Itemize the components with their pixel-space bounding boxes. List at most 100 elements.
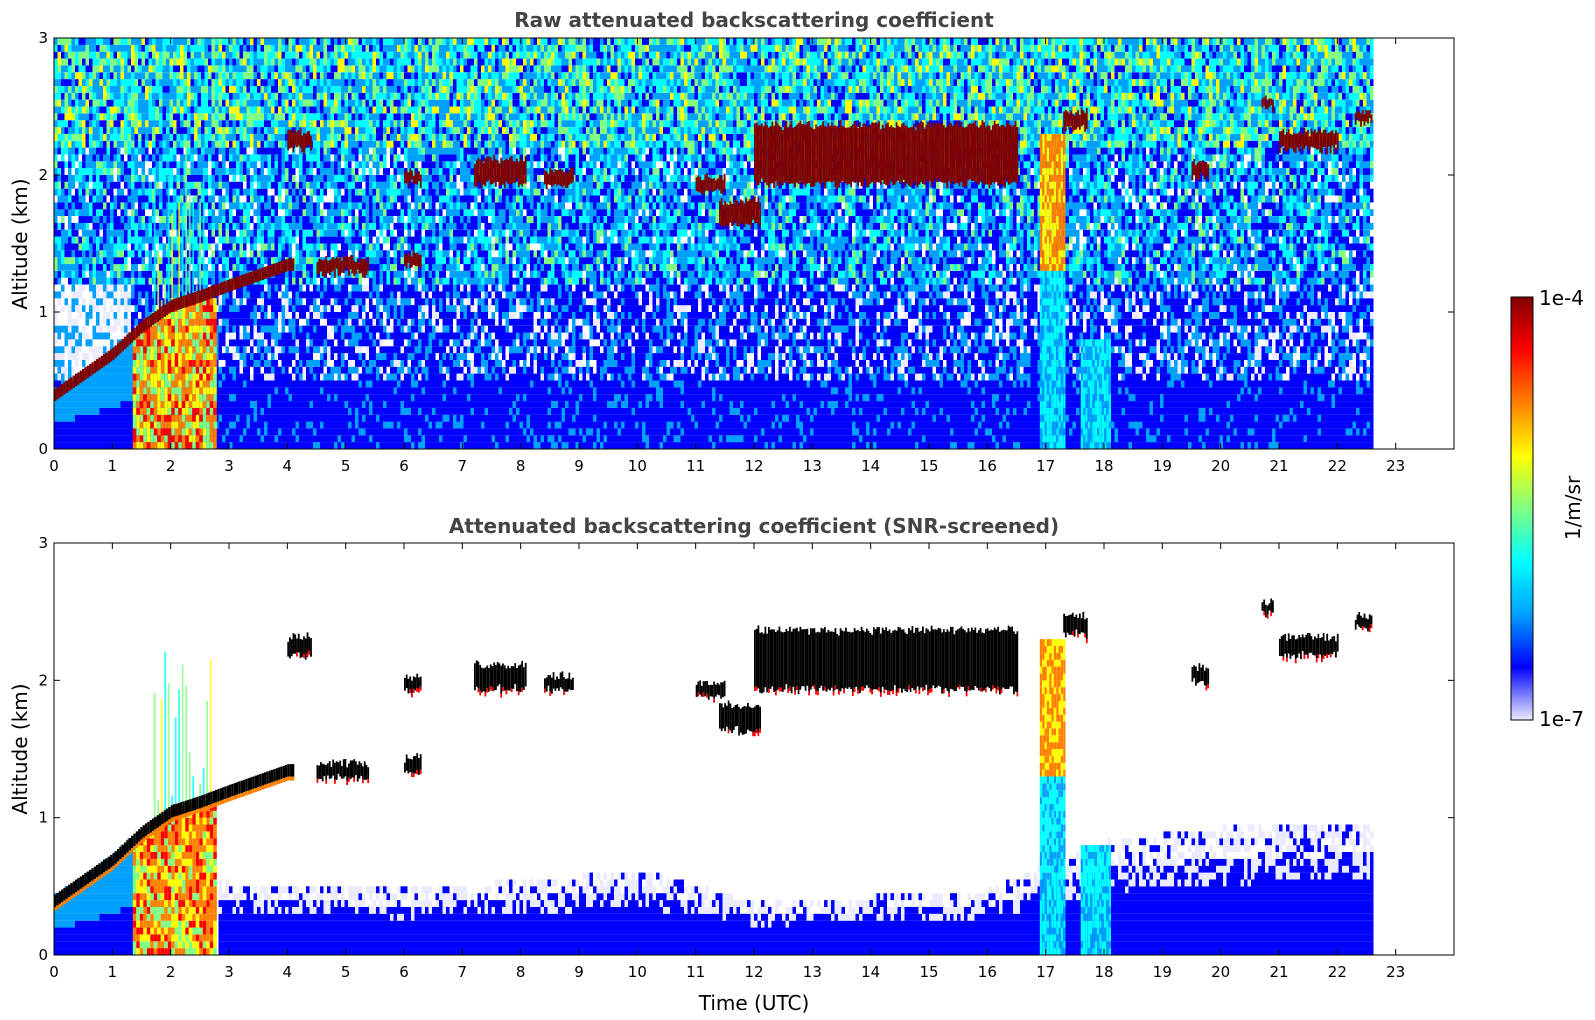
backscatter-cell bbox=[155, 298, 159, 306]
backscatter-cell bbox=[250, 401, 254, 408]
backscatter-cell bbox=[243, 147, 247, 155]
backscatter-cell bbox=[71, 92, 75, 100]
backscatter-cell bbox=[344, 175, 348, 182]
backscatter-cell bbox=[299, 435, 303, 443]
backscatter-cell bbox=[120, 209, 124, 216]
backscatter-cell bbox=[183, 120, 187, 128]
backscatter-cell bbox=[180, 51, 184, 59]
backscatter-cell bbox=[327, 229, 331, 237]
backscatter-cell bbox=[288, 209, 292, 216]
backscatter-cell bbox=[117, 353, 121, 360]
backscatter-cell bbox=[103, 380, 107, 388]
backscatter-cell bbox=[316, 332, 320, 340]
backscatter-cell bbox=[145, 120, 149, 128]
backscatter-cell bbox=[85, 394, 89, 402]
backscatter-cell bbox=[180, 72, 184, 80]
backscatter-cell bbox=[285, 51, 289, 59]
backscatter-cell bbox=[229, 291, 233, 299]
backscatter-cell bbox=[351, 346, 355, 354]
backscatter-cell bbox=[57, 229, 61, 237]
backscatter-cell bbox=[166, 154, 170, 162]
backscatter-cell bbox=[103, 79, 107, 86]
backscatter-cell bbox=[292, 58, 296, 66]
backscatter-cell bbox=[306, 373, 310, 381]
backscatter-cell bbox=[292, 86, 296, 93]
backscatter-cell bbox=[313, 401, 317, 408]
backscatter-cell bbox=[323, 236, 327, 244]
backscatter-cell bbox=[201, 188, 205, 196]
backscatter-cell bbox=[155, 113, 159, 121]
backscatter-cell bbox=[271, 353, 275, 360]
backscatter-cell bbox=[260, 229, 264, 237]
backscatter-cell bbox=[341, 72, 345, 80]
backscatter-cell bbox=[211, 229, 215, 237]
backscatter-cell bbox=[323, 346, 327, 354]
backscatter-cell bbox=[267, 243, 271, 251]
backscatter-cell bbox=[218, 366, 222, 374]
backscatter-cell bbox=[302, 312, 306, 319]
backscatter-cell bbox=[281, 380, 285, 388]
backscatter-cell bbox=[85, 216, 89, 223]
backscatter-cell bbox=[176, 264, 180, 271]
backscatter-cell bbox=[306, 298, 310, 306]
backscatter-cell bbox=[131, 195, 135, 203]
backscatter-cell bbox=[358, 387, 362, 395]
backscatter-cell bbox=[278, 298, 282, 306]
backscatter-cell bbox=[222, 195, 226, 203]
backscatter-cell bbox=[316, 120, 320, 128]
backscatter-cell bbox=[299, 44, 303, 52]
backscatter-cell bbox=[57, 133, 61, 141]
backscatter-cell bbox=[176, 92, 180, 100]
backscatter-cell bbox=[183, 257, 187, 265]
backscatter-cell bbox=[166, 222, 170, 230]
backscatter-cell bbox=[127, 51, 131, 59]
backscatter-cell bbox=[124, 127, 128, 134]
backscatter-cell bbox=[68, 312, 72, 319]
backscatter-cell bbox=[344, 222, 348, 230]
backscatter-cell bbox=[71, 346, 75, 354]
backscatter-cell bbox=[341, 181, 345, 189]
backscatter-cell bbox=[355, 421, 359, 429]
backscatter-cell bbox=[288, 435, 292, 443]
backscatter-cell bbox=[257, 106, 261, 114]
backscatter-cell bbox=[145, 106, 149, 114]
backscatter-cell bbox=[204, 140, 208, 148]
backscatter-cell bbox=[75, 175, 79, 182]
backscatter-cell bbox=[75, 414, 79, 422]
backscatter-cell bbox=[267, 414, 271, 422]
backscatter-cell bbox=[267, 284, 271, 292]
backscatter-cell bbox=[218, 99, 222, 107]
backscatter-cell bbox=[267, 394, 271, 402]
backscatter-cell bbox=[204, 127, 208, 134]
backscatter-cell bbox=[211, 133, 215, 141]
backscatter-cell bbox=[194, 195, 198, 203]
backscatter-cell bbox=[281, 401, 285, 408]
backscatter-cell bbox=[127, 387, 131, 395]
backscatter-cell bbox=[75, 339, 79, 347]
backscatter-cell bbox=[64, 236, 68, 244]
backscatter-cell bbox=[337, 113, 341, 121]
backscatter-cell bbox=[246, 305, 250, 312]
backscatter-cell bbox=[323, 168, 327, 175]
backscatter-cell bbox=[239, 339, 243, 347]
backscatter-cell bbox=[131, 373, 135, 381]
backscatter-cell bbox=[281, 428, 285, 436]
backscatter-cell bbox=[110, 222, 114, 230]
backscatter-cell bbox=[78, 175, 82, 182]
backscatter-cell bbox=[299, 188, 303, 196]
backscatter-cell bbox=[78, 270, 82, 278]
backscatter-cell bbox=[295, 65, 299, 73]
backscatter-cell bbox=[348, 161, 352, 169]
backscatter-cell bbox=[292, 421, 296, 429]
backscatter-cell bbox=[82, 161, 86, 169]
backscatter-cell bbox=[124, 44, 128, 52]
backscatter-cell bbox=[57, 257, 61, 265]
backscatter-cell bbox=[309, 312, 313, 319]
backscatter-cell bbox=[229, 250, 233, 258]
backscatter-cell bbox=[323, 277, 327, 285]
backscatter-cell bbox=[152, 92, 156, 100]
backscatter-cell bbox=[236, 305, 240, 312]
backscatter-cell bbox=[302, 168, 306, 175]
backscatter-cell bbox=[148, 202, 152, 210]
backscatter-cell bbox=[327, 243, 331, 251]
